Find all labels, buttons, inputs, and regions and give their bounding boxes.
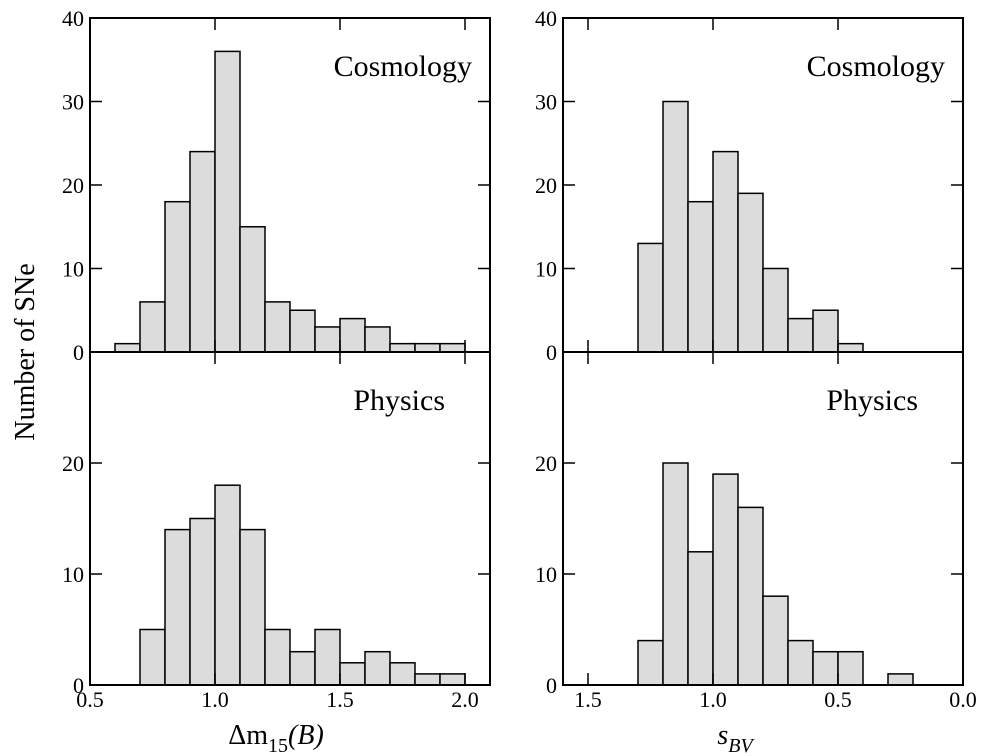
bar [389,342,416,353]
bar [289,309,316,353]
y-tick-label: 10 [535,257,557,282]
plot-frame [89,351,491,686]
x-axis-label-main: Δm [228,720,268,751]
bar [389,662,416,686]
x-axis-label-sub: 15 [268,735,288,756]
y-tick-label: 10 [62,257,84,282]
y-tick-label: 40 [62,6,84,31]
bar [414,673,441,686]
x-axis-label-tail: (B) [288,720,324,751]
bar [189,150,216,353]
bar [812,650,839,686]
bar [189,517,216,686]
x-tick-label: 0.5 [76,687,104,712]
bar [762,595,789,686]
bar [687,551,714,686]
bar [339,662,366,686]
x-tick-label: 1.0 [201,687,229,712]
bar [762,267,789,353]
y-tick-label: 0 [546,673,557,698]
bar [289,650,316,686]
x-axis-label-main: s [717,720,728,751]
panel-label: Cosmology [807,50,945,83]
bar [239,528,266,686]
panel-label: Cosmology [334,50,472,83]
y-tick-label: 20 [535,173,557,198]
x-axis-label: Δm15(B) [228,720,324,756]
bar [837,650,864,686]
x-tick-label: 1.0 [699,687,727,712]
bar [662,100,689,353]
bar [139,301,166,353]
bar [637,242,664,353]
bar [164,200,191,353]
bar [214,50,241,353]
x-tick-label: 0.0 [949,687,977,712]
bar [439,342,466,353]
bar [787,317,814,353]
bar [712,150,739,353]
x-tick-label: 2.0 [451,687,479,712]
bar [139,628,166,686]
bar [239,226,266,353]
bar [687,200,714,353]
bar [364,650,391,686]
bar [737,192,764,353]
bar [164,528,191,686]
panel-label: Physics [353,384,445,417]
bar [414,342,441,353]
bar [114,342,141,353]
x-axis-label-sub: BV [728,735,755,756]
y-tick-label: 10 [62,562,84,587]
bar [887,673,914,686]
bar [737,506,764,686]
y-tick-label: 30 [62,90,84,115]
y-tick-label: 20 [62,451,84,476]
y-tick-label: 40 [535,6,557,31]
bar [439,673,466,686]
y-tick-label: 0 [73,340,84,365]
bar [662,462,689,686]
bar [314,326,341,353]
bar [812,309,839,353]
y-tick-label: 30 [535,90,557,115]
bar [712,473,739,686]
y-axis-label: Number of SNe [10,263,41,440]
bar [364,326,391,353]
y-tick-label: 10 [535,562,557,587]
x-tick-label: 1.5 [574,687,602,712]
bar [637,639,664,686]
bar [787,639,814,686]
bar [837,342,864,353]
x-tick-label: 0.5 [824,687,852,712]
bar [214,484,241,686]
plot-frame [562,351,964,686]
bar [264,301,291,353]
y-tick-label: 0 [546,340,557,365]
panel-label: Physics [826,384,918,417]
bar [339,317,366,353]
y-tick-label: 0 [73,673,84,698]
x-tick-label: 1.5 [326,687,354,712]
bar [264,628,291,686]
y-tick-label: 20 [62,173,84,198]
x-axis-label: sBV [717,720,755,756]
y-tick-label: 20 [535,451,557,476]
bar [314,628,341,686]
